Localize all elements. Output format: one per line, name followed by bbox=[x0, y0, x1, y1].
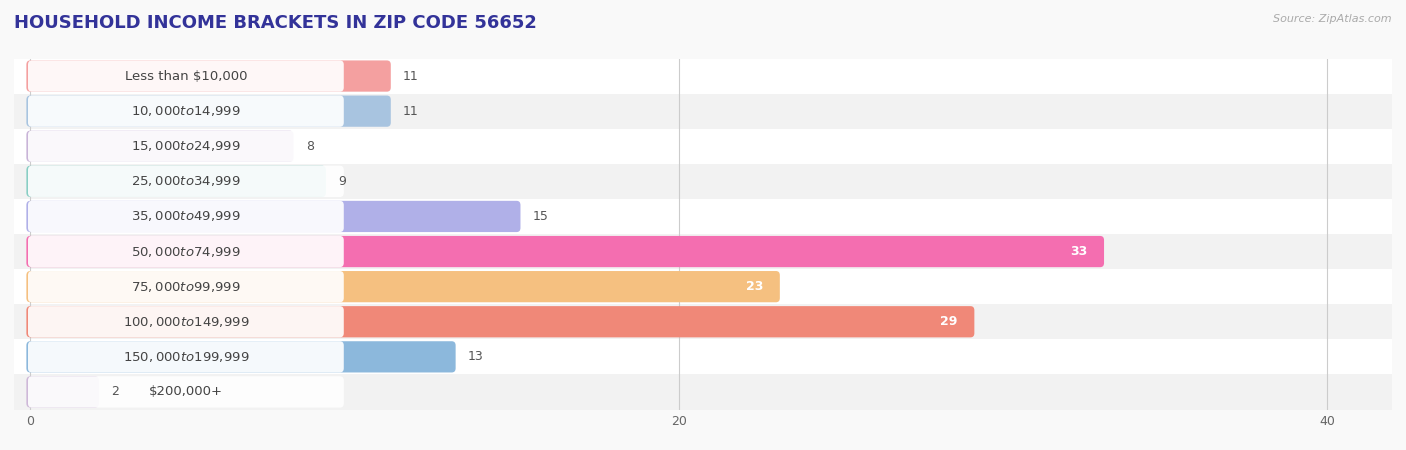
Text: 13: 13 bbox=[468, 351, 484, 363]
Bar bbox=[14, 234, 1392, 269]
Text: $35,000 to $49,999: $35,000 to $49,999 bbox=[131, 209, 240, 224]
Bar bbox=[14, 339, 1392, 374]
Text: 15: 15 bbox=[533, 210, 548, 223]
Text: 8: 8 bbox=[307, 140, 314, 153]
FancyBboxPatch shape bbox=[28, 130, 344, 162]
Text: 23: 23 bbox=[745, 280, 763, 293]
Text: 29: 29 bbox=[941, 315, 957, 328]
FancyBboxPatch shape bbox=[27, 166, 326, 197]
Text: Less than $10,000: Less than $10,000 bbox=[125, 70, 247, 82]
Text: $50,000 to $74,999: $50,000 to $74,999 bbox=[131, 244, 240, 259]
Text: $75,000 to $99,999: $75,000 to $99,999 bbox=[131, 279, 240, 294]
Text: 11: 11 bbox=[404, 70, 419, 82]
FancyBboxPatch shape bbox=[28, 306, 344, 338]
FancyBboxPatch shape bbox=[28, 95, 344, 127]
FancyBboxPatch shape bbox=[28, 376, 344, 408]
FancyBboxPatch shape bbox=[27, 306, 974, 338]
Bar bbox=[14, 164, 1392, 199]
Text: $100,000 to $149,999: $100,000 to $149,999 bbox=[122, 315, 249, 329]
FancyBboxPatch shape bbox=[28, 166, 344, 197]
FancyBboxPatch shape bbox=[27, 60, 391, 92]
FancyBboxPatch shape bbox=[28, 201, 344, 232]
Text: 11: 11 bbox=[404, 105, 419, 117]
FancyBboxPatch shape bbox=[27, 376, 98, 408]
Text: $25,000 to $34,999: $25,000 to $34,999 bbox=[131, 174, 240, 189]
FancyBboxPatch shape bbox=[27, 236, 1104, 267]
FancyBboxPatch shape bbox=[27, 95, 391, 127]
Bar bbox=[14, 199, 1392, 234]
Text: 33: 33 bbox=[1070, 245, 1087, 258]
Bar bbox=[14, 304, 1392, 339]
Text: 9: 9 bbox=[339, 175, 346, 188]
FancyBboxPatch shape bbox=[28, 60, 344, 92]
Bar bbox=[14, 58, 1392, 94]
Text: Source: ZipAtlas.com: Source: ZipAtlas.com bbox=[1274, 14, 1392, 23]
Text: $10,000 to $14,999: $10,000 to $14,999 bbox=[131, 104, 240, 118]
Text: HOUSEHOLD INCOME BRACKETS IN ZIP CODE 56652: HOUSEHOLD INCOME BRACKETS IN ZIP CODE 56… bbox=[14, 14, 537, 32]
Text: $15,000 to $24,999: $15,000 to $24,999 bbox=[131, 139, 240, 153]
Bar bbox=[14, 94, 1392, 129]
FancyBboxPatch shape bbox=[27, 341, 456, 373]
Text: 2: 2 bbox=[111, 386, 120, 398]
FancyBboxPatch shape bbox=[28, 236, 344, 267]
FancyBboxPatch shape bbox=[28, 341, 344, 373]
Bar bbox=[14, 269, 1392, 304]
FancyBboxPatch shape bbox=[27, 271, 780, 302]
Text: $150,000 to $199,999: $150,000 to $199,999 bbox=[122, 350, 249, 364]
Bar bbox=[14, 129, 1392, 164]
Bar bbox=[14, 374, 1392, 410]
Text: $200,000+: $200,000+ bbox=[149, 386, 224, 398]
FancyBboxPatch shape bbox=[27, 130, 294, 162]
FancyBboxPatch shape bbox=[27, 201, 520, 232]
FancyBboxPatch shape bbox=[28, 271, 344, 302]
